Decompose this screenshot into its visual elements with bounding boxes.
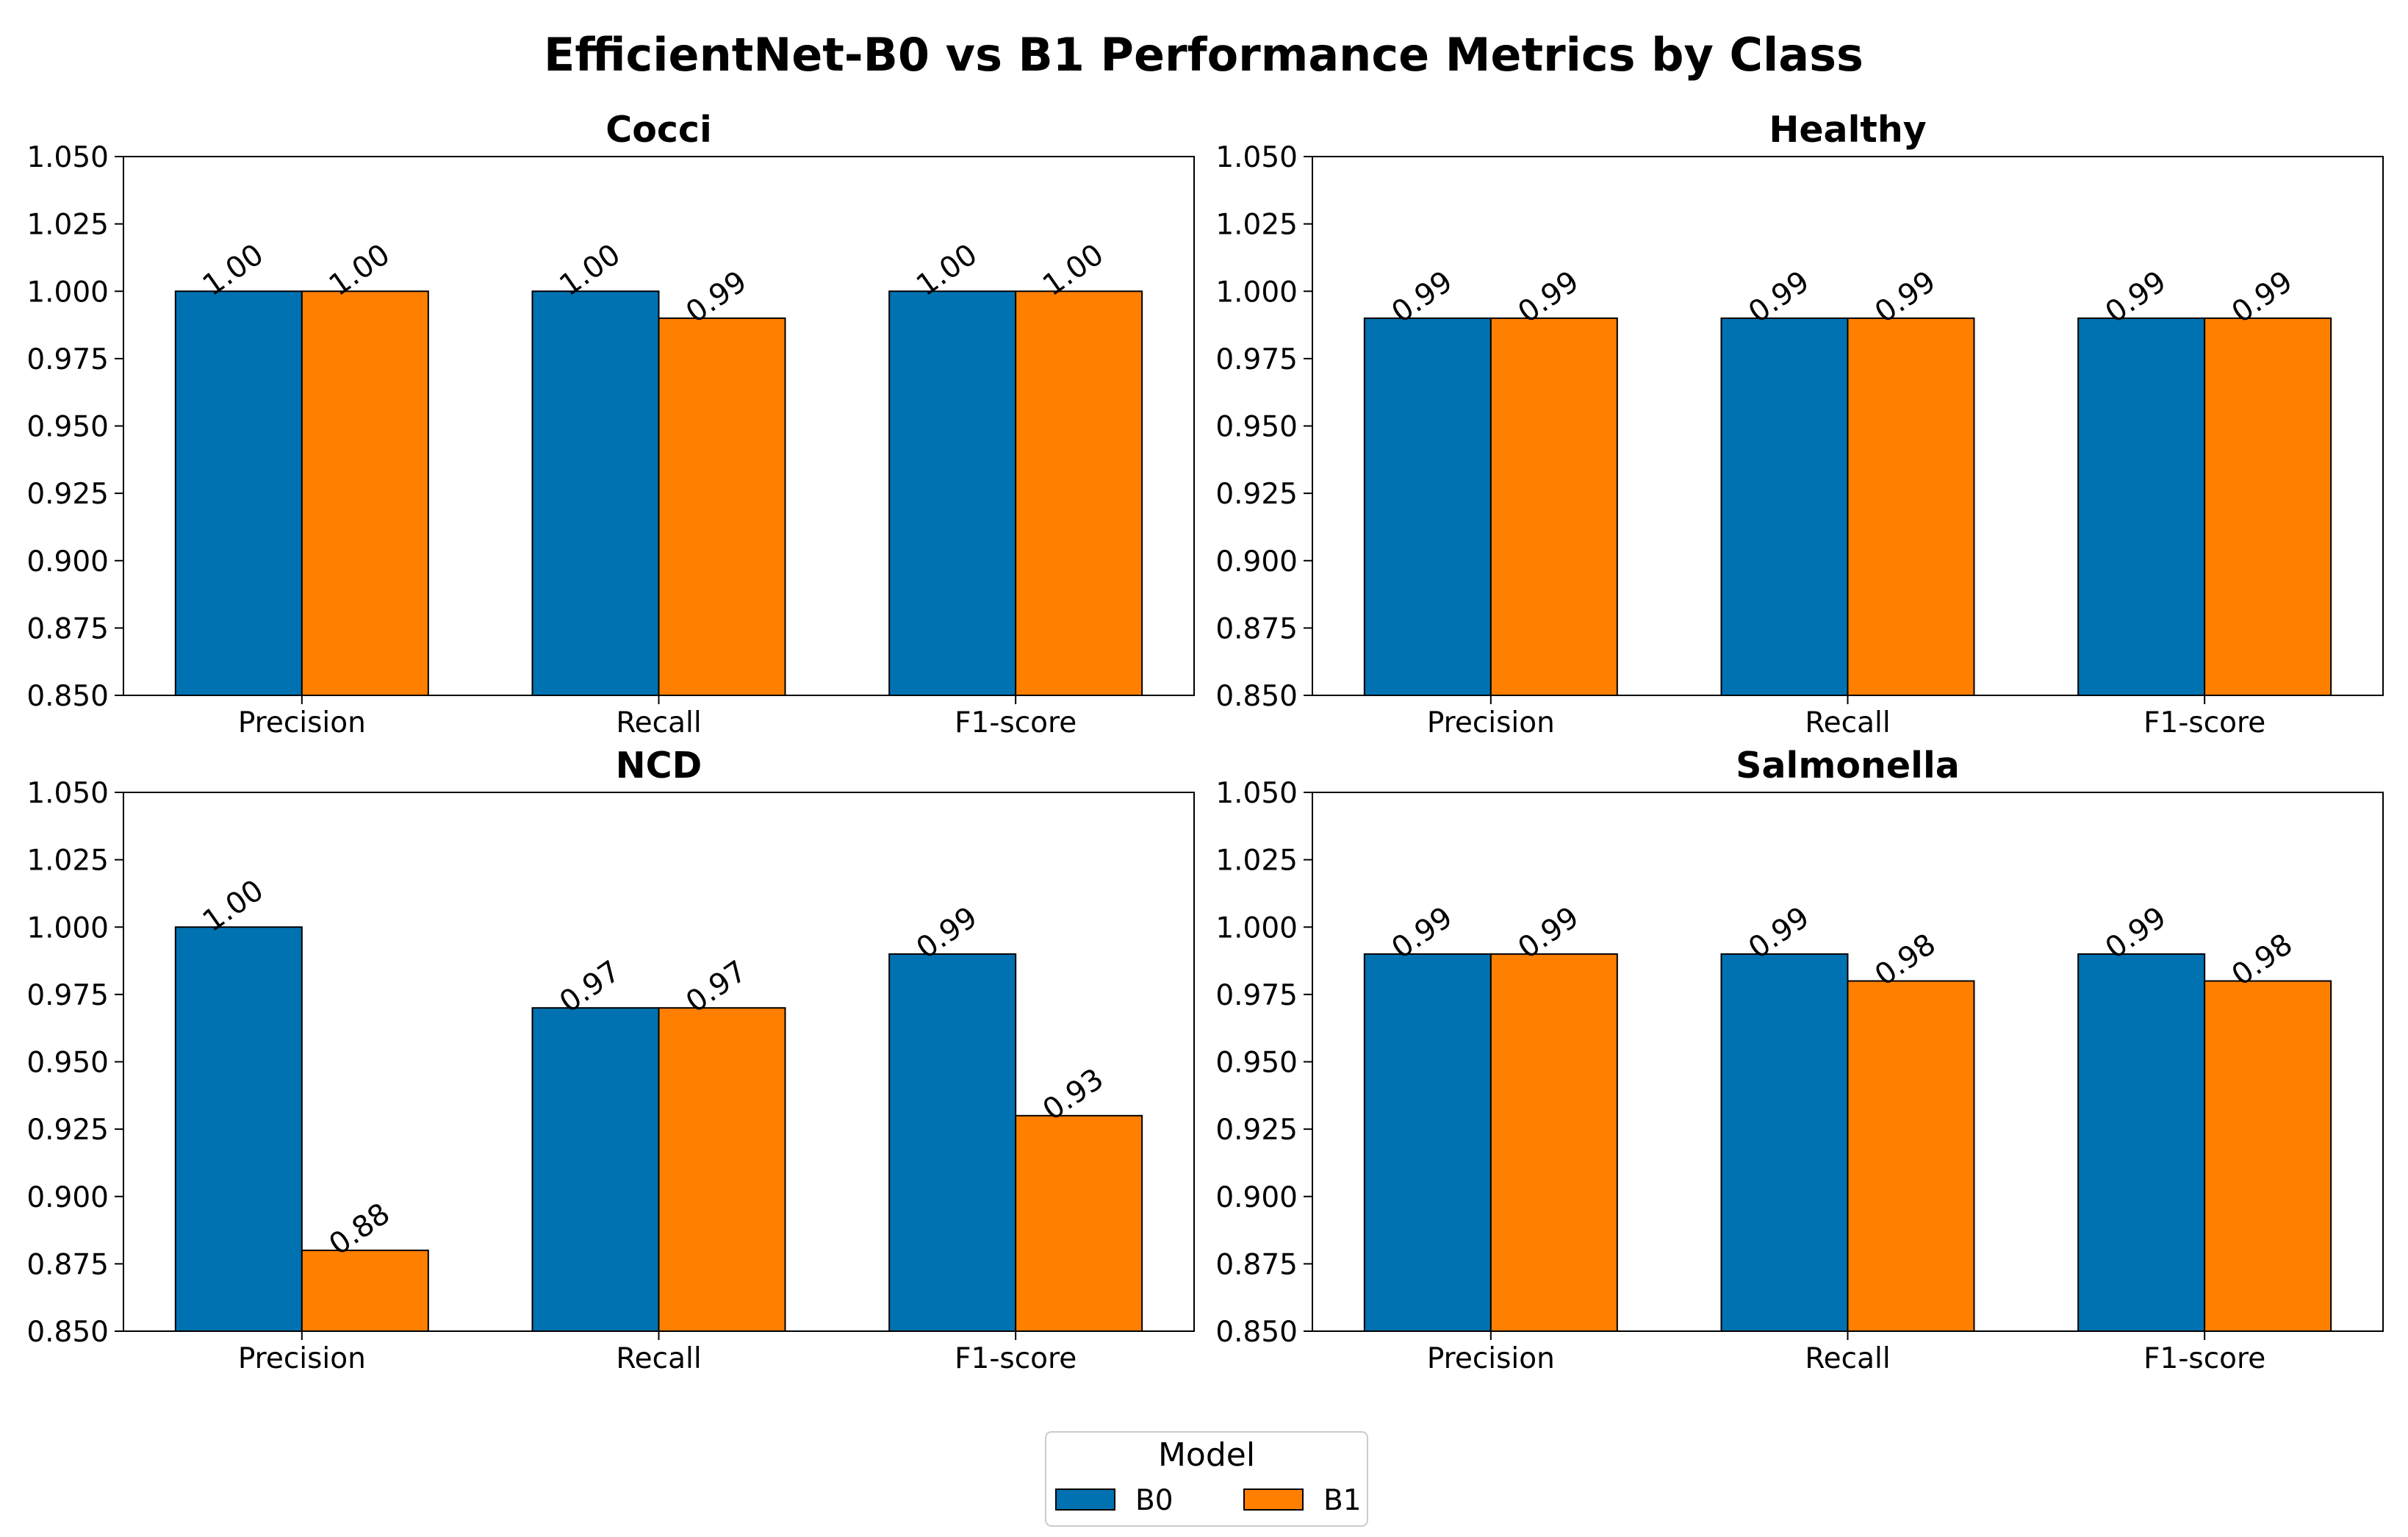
y-tick-label: 0.925 xyxy=(1215,478,1298,511)
y-tick-label: 1.025 xyxy=(26,845,109,878)
bar-b0-f1-score xyxy=(888,290,1017,696)
y-tick-label: 1.025 xyxy=(1215,209,1298,242)
bar-b1-recall xyxy=(1847,980,1975,1333)
y-tick-label: 1.050 xyxy=(1215,141,1298,174)
bar-b1-precision xyxy=(1489,317,1618,696)
bar-b1-recall xyxy=(658,1007,786,1332)
bar-b1-precision xyxy=(1489,953,1618,1332)
y-tick-label: 0.950 xyxy=(1215,411,1298,444)
y-tick-label: 0.975 xyxy=(26,343,109,376)
legend: Model B0 B1 xyxy=(1045,1431,1368,1527)
bar-b0-precision xyxy=(1363,953,1492,1332)
chart-panels: Cocci 0.850 0.875 0.900 0.925 0.950 0.975 1.000… xyxy=(26,109,2384,1375)
y-tick-label: 1.025 xyxy=(1215,845,1298,878)
y-tick-label: 0.900 xyxy=(1215,545,1298,578)
chart-title: EfficientNet-B0 vs B1 Performance Metric… xyxy=(544,28,1863,82)
x-tick-label: F1-score xyxy=(2143,1342,2265,1375)
axes-frame xyxy=(123,156,1195,696)
legend-label-b1: B1 xyxy=(1323,1484,1362,1517)
x-tick-label: Recall xyxy=(1805,1342,1890,1375)
y-tick-label: 1.000 xyxy=(26,911,109,945)
bar-b0-precision xyxy=(174,290,303,696)
subplot-healthy: Healthy 0.850 0.875 0.900 0.925 0.950 0.975 1.0… xyxy=(1215,109,2384,739)
bar-b1-f1-score xyxy=(1015,1114,1143,1333)
subplot-salmonella: Salmonella 0.850 0.875 0.900 0.925 0.950 0.975… xyxy=(1215,745,2384,1375)
y-tick-label: 0.975 xyxy=(26,979,109,1012)
y-tick-label: 0.925 xyxy=(1215,1114,1298,1147)
y-tick-label: 0.975 xyxy=(1215,343,1298,376)
y-tick-label: 0.950 xyxy=(26,411,109,444)
x-tick-label: F1-score xyxy=(955,706,1077,739)
subplot-title: Cocci xyxy=(605,109,712,151)
bar-b0-f1-score xyxy=(888,953,1017,1332)
axes-frame xyxy=(123,792,1195,1332)
y-tick-label: 1.000 xyxy=(1215,276,1298,309)
y-tick-label: 1.050 xyxy=(1215,777,1298,810)
y-tick-label: 0.850 xyxy=(26,680,109,713)
x-tick-label: Recall xyxy=(1805,706,1890,739)
bar-b0-recall xyxy=(531,290,660,696)
bar-b0-recall xyxy=(1720,317,1849,696)
subplot-title: NCD xyxy=(616,745,702,787)
y-tick-label: 0.900 xyxy=(1215,1181,1298,1214)
bar-b1-recall xyxy=(658,317,786,696)
y-tick-label: 0.900 xyxy=(26,1181,109,1214)
x-tick-label: Recall xyxy=(616,1342,701,1375)
bar-b1-precision xyxy=(301,290,429,696)
x-tick-label: Precision xyxy=(1427,1342,1555,1375)
x-tick-label: Precision xyxy=(1427,706,1555,739)
y-tick-label: 0.850 xyxy=(1215,680,1298,713)
bar-b1-f1-score xyxy=(1015,290,1143,696)
legend-swatch-b0 xyxy=(1055,1488,1115,1511)
y-tick-label: 0.900 xyxy=(26,545,109,578)
x-tick-label: Precision xyxy=(238,1342,366,1375)
y-tick-label: 1.050 xyxy=(26,141,109,174)
bar-b0-precision xyxy=(1363,317,1492,696)
bar-b0-f1-score xyxy=(2077,317,2206,696)
bar-b1-precision xyxy=(301,1250,429,1333)
y-tick-label: 1.050 xyxy=(26,777,109,810)
y-tick-label: 0.875 xyxy=(26,612,109,645)
bar-b0-precision xyxy=(174,926,303,1332)
bar-b1-f1-score xyxy=(2204,317,2332,696)
y-tick-label: 0.975 xyxy=(1215,979,1298,1012)
bar-b0-recall xyxy=(531,1007,660,1332)
bar-b1-recall xyxy=(1847,317,1975,696)
bar-b1-f1-score xyxy=(2204,980,2332,1333)
y-tick-label: 0.925 xyxy=(26,1114,109,1147)
axes-frame xyxy=(1312,156,2384,696)
y-tick-label: 0.850 xyxy=(26,1316,109,1349)
y-tick-label: 0.875 xyxy=(1215,612,1298,645)
y-tick-label: 0.950 xyxy=(1215,1047,1298,1080)
y-tick-label: 0.950 xyxy=(26,1047,109,1080)
y-tick-label: 1.025 xyxy=(26,209,109,242)
subplot-ncd: NCD 0.850 0.875 0.900 0.925 0.950 0.975 1.000 1.… xyxy=(26,745,1195,1375)
y-tick-label: 1.000 xyxy=(26,276,109,309)
y-tick-label: 0.875 xyxy=(1215,1248,1298,1281)
x-tick-label: Recall xyxy=(616,706,701,739)
subplot-title: Healthy xyxy=(1769,109,1926,151)
y-tick-label: 0.925 xyxy=(26,478,109,511)
legend-label-b0: B0 xyxy=(1135,1484,1174,1517)
x-tick-label: F1-score xyxy=(955,1342,1077,1375)
bar-b0-f1-score xyxy=(2077,953,2206,1332)
x-tick-label: Precision xyxy=(238,706,366,739)
subplot-cocci: Cocci 0.850 0.875 0.900 0.925 0.950 0.975 1.000… xyxy=(26,109,1195,739)
y-tick-label: 0.875 xyxy=(26,1248,109,1281)
y-tick-label: 1.000 xyxy=(1215,911,1298,945)
axes-frame xyxy=(1312,792,2384,1332)
x-tick-label: F1-score xyxy=(2143,706,2265,739)
subplot-title: Salmonella xyxy=(1736,745,1960,787)
bar-b0-recall xyxy=(1720,953,1849,1332)
y-tick-label: 0.850 xyxy=(1215,1316,1298,1349)
legend-title: Model xyxy=(1158,1436,1255,1474)
legend-swatch-b1 xyxy=(1243,1488,1304,1511)
